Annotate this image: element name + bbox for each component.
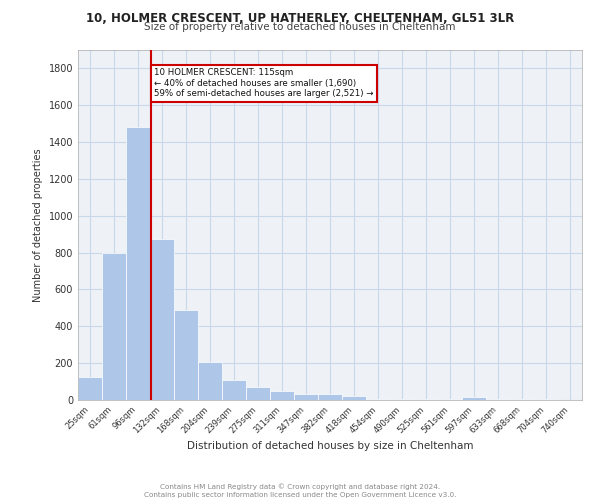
Bar	[270, 391, 294, 400]
Bar	[246, 387, 270, 400]
Bar	[390, 399, 414, 400]
Bar	[222, 380, 246, 400]
Text: Size of property relative to detached houses in Cheltenham: Size of property relative to detached ho…	[144, 22, 456, 32]
Bar	[198, 362, 222, 400]
Bar	[294, 394, 318, 400]
Bar	[414, 399, 438, 400]
Bar	[126, 128, 150, 400]
Y-axis label: Number of detached properties: Number of detached properties	[33, 148, 43, 302]
Bar	[534, 399, 558, 400]
Bar	[342, 396, 366, 400]
Text: Contains HM Land Registry data © Crown copyright and database right 2024.
Contai: Contains HM Land Registry data © Crown c…	[144, 484, 456, 498]
Bar	[510, 399, 534, 400]
Bar	[486, 399, 510, 400]
Bar	[438, 399, 462, 400]
Bar	[150, 239, 174, 400]
Bar	[102, 252, 126, 400]
Bar	[462, 397, 486, 400]
X-axis label: Distribution of detached houses by size in Cheltenham: Distribution of detached houses by size …	[187, 441, 473, 451]
Bar	[78, 377, 102, 400]
Bar	[174, 310, 198, 400]
Text: 10 HOLMER CRESCENT: 115sqm
← 40% of detached houses are smaller (1,690)
59% of s: 10 HOLMER CRESCENT: 115sqm ← 40% of deta…	[154, 68, 374, 98]
Text: 10, HOLMER CRESCENT, UP HATHERLEY, CHELTENHAM, GL51 3LR: 10, HOLMER CRESCENT, UP HATHERLEY, CHELT…	[86, 12, 514, 26]
Bar	[366, 399, 390, 400]
Bar	[318, 394, 342, 400]
